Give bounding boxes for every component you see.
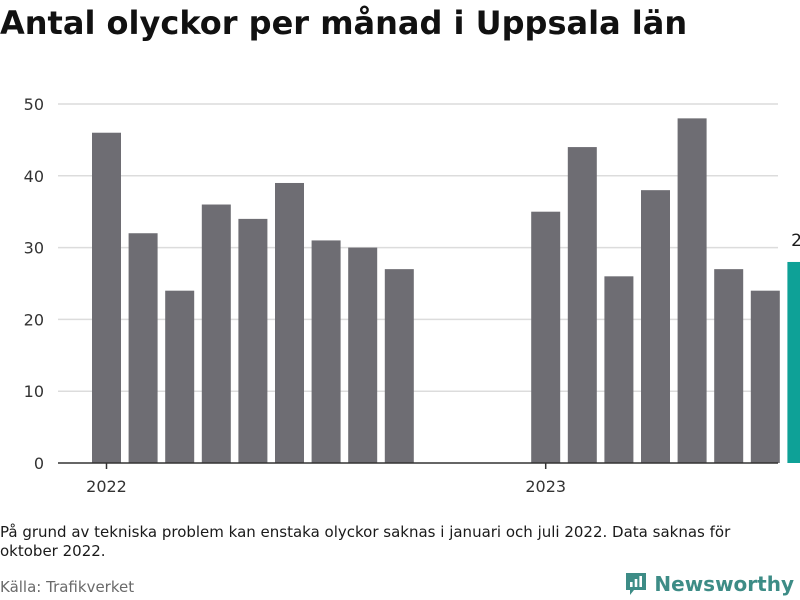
chart-title: Antal olyckor per månad i Uppsala län (0, 4, 688, 42)
brand-logo[interactable]: Newsworthy (624, 570, 794, 598)
bar (567, 147, 597, 463)
bar (165, 290, 195, 463)
y-tick-label: 20 (24, 310, 44, 329)
y-tick-label: 30 (24, 239, 44, 258)
newsworthy-logo-icon (626, 573, 647, 595)
bar (604, 276, 634, 463)
x-tick-label: 2022 (86, 477, 127, 496)
y-tick-label: 40 (24, 167, 44, 186)
bar (384, 269, 414, 463)
bar (201, 204, 231, 463)
y-tick-label: 50 (24, 95, 44, 114)
chart-note: På grund av tekniska problem kan enstaka… (0, 523, 731, 560)
chart-source: Källa: Trafikverket (0, 578, 135, 596)
y-tick-label: 10 (24, 382, 44, 401)
bar (238, 218, 268, 463)
data-label: 28 (791, 231, 800, 251)
x-tick-label: 2023 (525, 477, 566, 496)
y-tick-label: 0 (34, 454, 44, 473)
bar (531, 211, 561, 463)
bar (714, 269, 744, 463)
bar (348, 247, 378, 463)
bar (92, 132, 121, 463)
bar (677, 118, 707, 464)
bar (311, 240, 341, 463)
bar (275, 182, 304, 464)
bar (750, 290, 780, 463)
bar (128, 233, 158, 463)
bar (641, 190, 670, 463)
brand-name: Newsworthy (654, 572, 794, 596)
bar-highlight (787, 261, 800, 463)
bar-chart: 0 10 20 30 40 50 28 2022 2023 (24, 95, 800, 496)
